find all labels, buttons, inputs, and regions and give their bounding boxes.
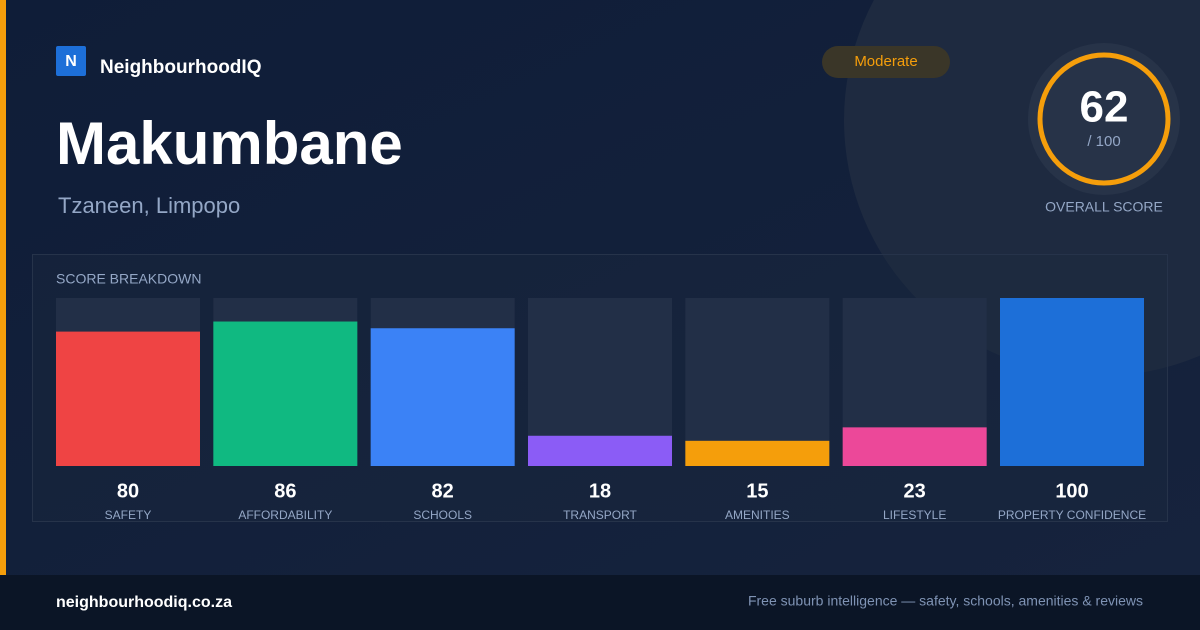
category-label: AMENITIES (725, 508, 790, 522)
score-backdrop (1028, 43, 1180, 195)
category-label: AFFORDABILITY (238, 508, 332, 522)
value-label: 100 (1055, 480, 1088, 502)
bar (1000, 298, 1144, 466)
logo-letter: N (65, 53, 77, 70)
suburb-title: Makumbane (56, 110, 403, 177)
category-label: SCHOOLS (413, 508, 472, 522)
value-label: 86 (274, 480, 296, 502)
score-ring (1037, 52, 1171, 186)
score-value: 62 (1080, 83, 1129, 132)
category-label: LIFESTYLE (883, 508, 946, 522)
bar (370, 328, 515, 466)
logo (56, 46, 86, 76)
accent-stripe (0, 0, 6, 575)
bar (213, 321, 358, 466)
badge (822, 46, 950, 78)
value-label: 82 (432, 480, 454, 502)
footer (0, 575, 1200, 630)
bar (528, 435, 672, 466)
category-label: SAFETY (105, 508, 152, 522)
footer-tagline: Free suburb intelligence — safety, schoo… (748, 593, 1143, 609)
chart-title: SCORE BREAKDOWN (56, 271, 201, 287)
footer-url: neighbourhoodiq.co.za (56, 594, 232, 611)
badge-text: Moderate (854, 53, 917, 70)
bar (685, 440, 830, 466)
score-max: / 100 (1087, 133, 1120, 150)
category-label: PROPERTY CONFIDENCE (998, 508, 1146, 522)
value-label: 80 (117, 480, 139, 502)
bar (842, 427, 987, 466)
bar-track (685, 298, 830, 466)
brand-name: NeighbourhoodIQ (100, 57, 261, 78)
bar (56, 331, 200, 466)
value-label: 23 (904, 480, 926, 502)
value-label: 18 (589, 480, 611, 502)
location: Tzaneen, Limpopo (58, 193, 240, 218)
category-label: TRANSPORT (563, 508, 637, 522)
value-label: 15 (746, 480, 768, 502)
score-label: OVERALL SCORE (1045, 199, 1163, 215)
